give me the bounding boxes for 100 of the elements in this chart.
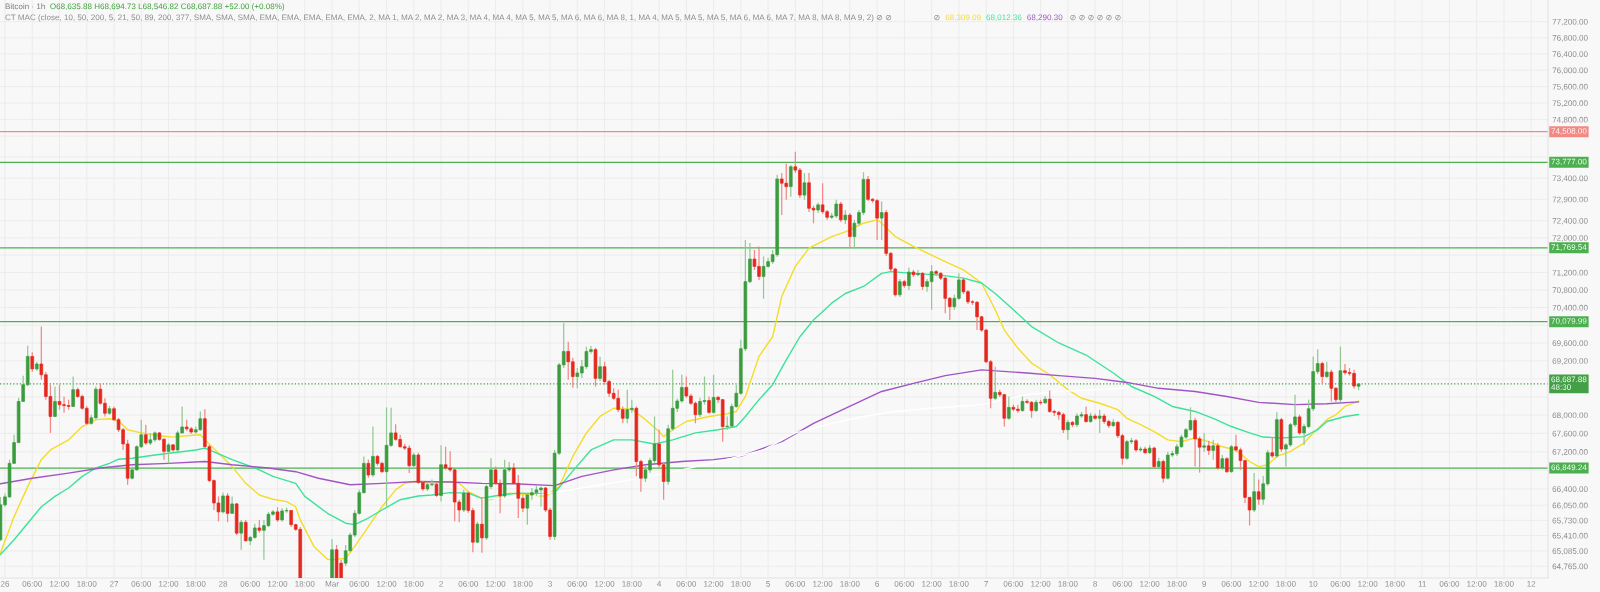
candlestick [907,267,911,291]
y-tick-label: 72,900.00 [1552,196,1588,204]
candlestick [1216,442,1220,471]
y-tick-label: 66,050.00 [1552,502,1588,510]
candlestick [875,198,879,241]
x-tick-label: 18:00 [949,580,969,587]
ref-line-label: 74,508.00 [1551,128,1587,135]
y-tick-label: 65,730.00 [1552,517,1588,525]
candlestick [1002,393,1007,428]
candlestick [1297,414,1302,436]
annotation: ⊘ ⊘ ⊘ ⊘ ⊘ ⊘ [1070,14,1121,21]
x-tick-label: 12:00 [1467,580,1487,587]
candlestick [839,201,843,223]
candlestick [1007,395,1011,421]
x-tick-label: 12 [1527,580,1536,587]
x-tick-label: 12:00 [704,580,724,587]
y-tick-label: 67,200.00 [1552,449,1588,456]
y-tick-label: 67,600.00 [1552,430,1588,438]
x-tick-label: 12:00 [159,580,179,587]
x-tick-label: Mar [325,581,339,587]
y-tick-label: 71,200.00 [1552,269,1588,277]
candlestick [1061,412,1066,434]
x-tick-label: 06:00 [1330,580,1351,587]
text: 68,309.09 [945,14,981,22]
x-tick-label: 18:00 [404,580,424,587]
chart-title: Bitcoin · 1h [5,3,45,10]
x-tick-label: 06:00 [240,580,261,587]
x-tick-label: 18:00 [1167,580,1187,587]
x-tick-label: 12:00 [268,580,288,587]
x-tick-label: 5 [766,581,770,587]
x-tick-label: 3 [548,580,552,587]
x-tick-label: 12:00 [1249,580,1269,587]
y-tick-label: 72,000.00 [1552,235,1588,242]
x-tick-label: 12:00 [50,580,70,587]
y-tick-label: 65,085.00 [1552,548,1588,555]
x-tick-label: 27 [109,580,119,587]
candlestick [1202,432,1206,453]
candlestick [1047,389,1052,414]
candlestick [525,492,530,526]
x-tick-label: 18:00 [186,580,206,587]
candlestick [1066,419,1070,441]
ref-line-label: 66,849.24 [1551,464,1587,472]
x-tick-label: 18:00 [840,580,860,587]
x-tick-label: 12:00 [1358,580,1378,587]
candlestick [371,425,375,478]
ref-line-label: 71,769.54 [1551,244,1587,251]
candlestick [1211,439,1215,461]
x-tick-label: 12:00 [595,580,615,587]
x-tick-label: 06:00 [131,580,152,587]
y-tick-label: 76,400.00 [1552,51,1588,58]
text: 68,012.36 [986,14,1022,22]
candlestick [462,489,466,513]
x-tick-label: 06:00 [567,580,588,587]
x-tick-label: 06:00 [785,580,806,587]
x-tick-label: 28 [218,580,228,587]
candlestick [1329,369,1334,403]
x-tick-label: 06:00 [458,580,479,587]
y-tick-label: 75,200.00 [1552,100,1588,107]
x-tick-label: 12:00 [486,580,506,587]
candlestick [366,459,371,479]
candlestick [1097,409,1102,434]
candlestick [779,172,784,216]
candlestick [1166,451,1170,481]
candlestick [879,200,884,241]
x-tick-label: 18:00 [1276,580,1296,587]
annotation: CT MAC (close, 10, 50, 200, 5, 21, 50, 89, 200, 377, SMA, SMA, SMA, EMA, EMA, EMA, EMA, EMA, 2, MA 1, MA 2, MA 2, MA 3, MA 4, MA 4, MA 5, MA 5, MA 6, MA 6, MA 8, 1, MA 4, MA 5, MA 5, MA 5, MA 6, MA 6, MA 7, MA 8, MA 8, MA 9, 2) ⊘ ⊘ [5,14,892,22]
x-tick-label: 9 [1202,580,1207,587]
y-tick-label: 68,000.00 [1552,412,1588,420]
y-tick-label: 73,400.00 [1552,175,1588,183]
candlestick [789,164,793,198]
ref-line-label: 70,079.99 [1551,318,1587,325]
chart-subtitle: O68,635.88 H68,694.73 L68,546.82 C68,687.88 +52.00 (+0.08%) [50,3,285,11]
ref-line-label: 73,777.00 [1551,158,1587,166]
x-tick-label: 06:00 [1003,580,1024,587]
x-tick-label: 2 [439,580,443,587]
candlestick [1256,478,1261,506]
y-tick-label: 65,410.00 [1552,532,1588,540]
x-tick-label: 10 [1309,580,1318,587]
candlestick [848,212,852,249]
candlestick [1320,361,1325,384]
y-tick-label: 76,800.00 [1552,35,1588,42]
x-tick-label: 18:00 [77,580,97,587]
x-tick-label: 4 [657,581,662,587]
x-tick-label: 18:00 [1494,580,1514,587]
x-tick-label: 18:00 [731,580,751,587]
x-tick-label: 06:00 [1112,580,1133,587]
y-tick-label: 66,400.00 [1552,486,1588,493]
text: 68,290.30 [1027,14,1063,22]
candlestick [834,199,838,219]
x-tick-label: 12:00 [377,580,397,587]
x-tick-label: 18:00 [622,580,642,587]
candlestick [443,446,448,471]
x-tick-label: 18:00 [295,580,315,587]
y-tick-label: 72,400.00 [1552,217,1588,225]
y-tick-label: 75,600.00 [1552,83,1588,91]
x-tick-label: 18:00 [513,580,533,587]
candlestick [1161,459,1166,484]
x-tick-label: 06:00 [1221,580,1242,587]
candlestick [802,172,807,201]
x-tick-label: 26 [0,580,10,587]
